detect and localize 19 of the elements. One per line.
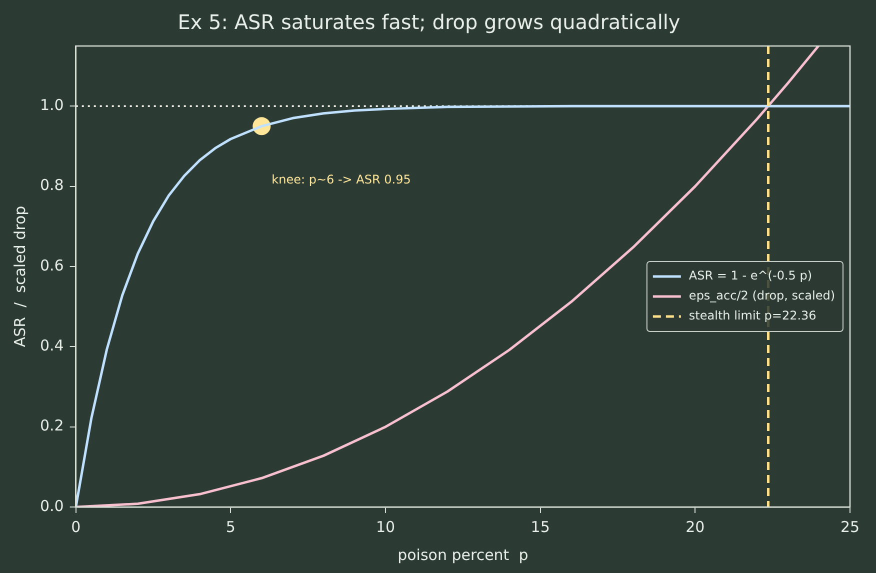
y-tick-label: 0.4 <box>40 336 64 355</box>
y-tick-label: 0.2 <box>40 416 64 435</box>
y-tick-label: 0.6 <box>40 256 64 274</box>
y-tick-label: 0.8 <box>40 176 64 194</box>
x-tick-label: 25 <box>840 518 860 536</box>
y-axis-title: ASR / scaled drop <box>10 206 29 348</box>
ref-line-label: stealth limit p=22.36 <box>688 308 816 323</box>
x-axis-title: poison percent p <box>398 546 528 564</box>
x-tick-label: 10 <box>376 518 396 536</box>
y-tick-label: 1.0 <box>40 96 64 114</box>
legend-label: eps_acc/2 (drop, scaled) <box>688 288 836 303</box>
x-tick-label: 5 <box>226 518 236 536</box>
y-tick-label: 0.0 <box>40 496 64 515</box>
x-tick-label: 0 <box>71 518 81 536</box>
legend-label: ASR = 1 - e^(-0.5 p) <box>688 268 812 283</box>
chart-title: Ex 5: ASR saturates fast; drop grows quadratically <box>178 10 680 34</box>
annotation: knee: p~6 -> ASR 0.95 <box>272 172 411 186</box>
x-tick-label: 15 <box>530 518 550 536</box>
x-tick-label: 20 <box>686 518 705 536</box>
